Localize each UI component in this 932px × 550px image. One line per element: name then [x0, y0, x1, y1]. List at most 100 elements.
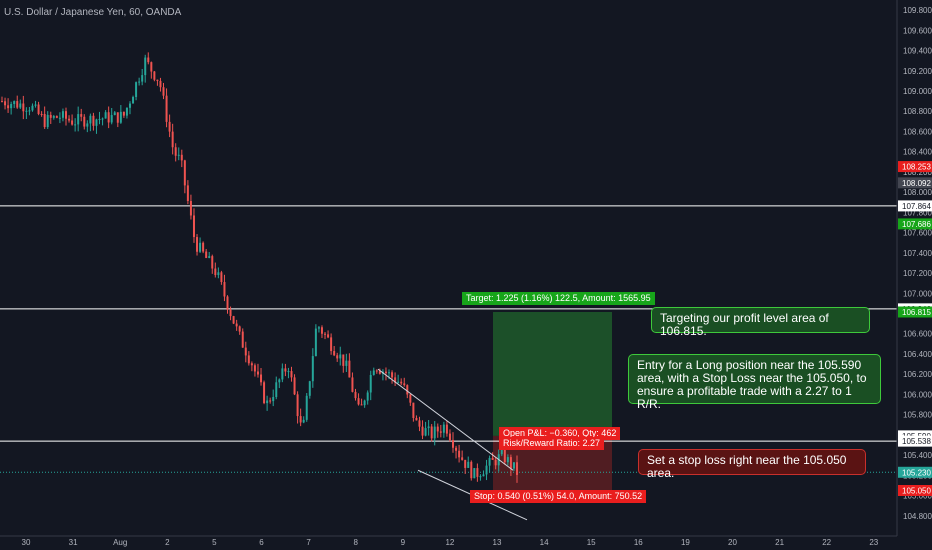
candle-body [71, 120, 74, 125]
candle-body [412, 402, 415, 419]
candle-body [442, 424, 445, 433]
candle-body [77, 114, 80, 125]
candle-body [330, 337, 333, 352]
x-tick-label: 22 [822, 538, 831, 547]
candle-body [98, 118, 101, 120]
candle-body [192, 215, 195, 238]
target-label: Target: 1.225 (1.16%) 122.5, Amount: 156… [462, 292, 655, 305]
x-tick-label: 2 [165, 538, 170, 547]
candle-body [122, 111, 125, 116]
candle-body [436, 426, 439, 432]
candle-body [415, 418, 418, 421]
candle-body [196, 237, 199, 252]
candle-body [244, 347, 247, 356]
y-tick-label: 109.600 [903, 26, 932, 35]
candle-body [171, 131, 174, 148]
candle-body [269, 400, 272, 402]
candle-body [467, 461, 470, 468]
candle-body [119, 111, 122, 123]
candle-body [290, 371, 293, 378]
candle-body [357, 398, 360, 405]
target-zone-rect [493, 311, 612, 436]
candle-body [144, 57, 147, 76]
y-tick-label: 105.400 [903, 451, 932, 460]
target-zone [493, 311, 612, 436]
candle-body [339, 354, 342, 359]
x-tick-label: 5 [212, 538, 217, 547]
candle-body [409, 394, 412, 403]
candle-body [345, 360, 348, 366]
candle-body [86, 123, 89, 127]
candle-body [177, 154, 180, 156]
axis-tag-bg [898, 177, 932, 189]
candle-body [83, 116, 86, 127]
horizontal-levels [0, 205, 897, 473]
y-tick-label: 108.000 [903, 188, 932, 197]
x-tick-label: 15 [587, 538, 596, 547]
y-tick-label: 106.400 [903, 350, 932, 359]
x-tick-label: 12 [445, 538, 454, 547]
chart-title: U.S. Dollar / Japanese Yen, 60, OANDA [4, 7, 182, 18]
candle-body [418, 420, 421, 427]
candle-body [10, 104, 13, 109]
candle-body [317, 327, 320, 329]
axis-tag-label: 108.092 [902, 179, 931, 188]
axis-tag-bg [898, 200, 932, 212]
candle-body [153, 71, 156, 80]
candle-body [52, 116, 55, 118]
candle-body [320, 327, 323, 334]
candle-body [220, 272, 223, 283]
candle-body [363, 400, 366, 406]
candle-body [272, 396, 275, 402]
y-tick-label: 107.400 [903, 249, 932, 258]
candle-body [348, 360, 351, 378]
x-tick-label: 14 [540, 538, 549, 547]
candle-body [424, 428, 427, 436]
candle-body [378, 371, 381, 374]
candle-body [452, 440, 455, 448]
candle-body [500, 449, 503, 455]
candle-body [397, 381, 400, 383]
candle-body [128, 103, 131, 108]
candle-body [263, 382, 266, 404]
candle-body [281, 368, 284, 380]
candle-body [375, 370, 378, 372]
candle-body [25, 110, 28, 112]
candle-body [141, 75, 144, 82]
candle-body [354, 391, 357, 399]
candle-body [61, 111, 64, 118]
candle-body [232, 316, 235, 324]
candle-body [293, 377, 296, 395]
candle-body [476, 468, 479, 477]
candle-body [427, 426, 430, 429]
y-tick-label: 105.000 [903, 492, 932, 501]
candle-body [55, 116, 58, 118]
risk-reward-label: Risk/Reward Ratio: 2.27 [499, 437, 605, 450]
candle-body [400, 381, 403, 384]
candle-body [4, 101, 7, 106]
candle-body [433, 426, 436, 439]
candle-body [156, 79, 159, 81]
candle-body [461, 457, 464, 460]
candle-body [138, 81, 141, 83]
x-tick-label: 6 [259, 538, 264, 547]
candle-body [68, 118, 71, 121]
candle-body [135, 82, 138, 97]
time-axis: 30 31 Aug 2 5 6 7 8 9 12 13 14 15 16 19 20 21 22 23 [0, 535, 897, 547]
candle-body [165, 95, 168, 122]
candle-body [314, 328, 317, 357]
y-tick-label: 107.000 [903, 289, 932, 298]
candle-body [95, 119, 98, 126]
y-tick-label: 109.200 [903, 67, 932, 76]
y-tick-label: 104.800 [903, 512, 932, 521]
candle-body [22, 103, 25, 112]
candle-body [403, 383, 406, 386]
candle-body [49, 114, 52, 118]
candle-body [491, 458, 494, 460]
candle-body [388, 372, 391, 374]
candle-body [445, 424, 448, 434]
candle-body [485, 465, 488, 475]
candle-body [7, 105, 10, 109]
candle-body [28, 110, 31, 112]
candle-body [174, 147, 177, 156]
